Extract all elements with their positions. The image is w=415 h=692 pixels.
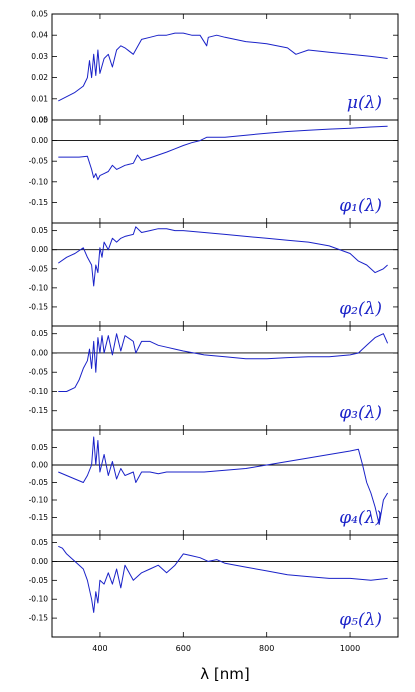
series-line-phi3	[58, 333, 389, 392]
panel-label: φ₅(λ)	[339, 610, 382, 630]
panel-label: μ(λ)	[347, 93, 382, 113]
y-tick-label: -0.05	[29, 576, 49, 585]
x-tick-label: 400	[92, 644, 107, 653]
series-line-mu	[58, 32, 388, 102]
y-tick-label: -0.15	[29, 302, 49, 311]
x-tick-label: 600	[176, 644, 191, 653]
y-tick-label: -0.05	[29, 157, 49, 166]
y-tick-label: 0.03	[31, 52, 48, 61]
x-axis-label: λ [nm]	[200, 665, 249, 683]
y-tick-label: 0.05	[31, 10, 48, 19]
y-tick-label: 0.02	[31, 73, 48, 82]
panel-label: φ₄(λ)	[339, 508, 382, 528]
panel-label: φ₂(λ)	[339, 299, 382, 319]
y-tick-label: 0.05	[31, 329, 48, 338]
y-tick-label: -0.10	[29, 387, 49, 396]
x-tick-label: 800	[259, 644, 274, 653]
y-tick-label: 0.00	[31, 116, 48, 125]
y-tick-label: -0.10	[29, 177, 49, 186]
panel-label: φ₃(λ)	[339, 403, 382, 423]
panel-label: φ₁(λ)	[339, 196, 382, 216]
y-tick-label: -0.10	[29, 283, 49, 292]
y-tick-label: 0.05	[31, 116, 48, 125]
y-tick-label: 0.05	[31, 226, 48, 235]
y-tick-label: 0.00	[31, 348, 48, 357]
x-tick-label: 1000	[340, 644, 360, 653]
y-tick-label: -0.15	[29, 198, 49, 207]
series-line-phi5	[58, 545, 388, 613]
y-tick-label: 0.00	[31, 461, 48, 470]
panel-frame	[51, 534, 399, 638]
y-tick-label: -0.05	[29, 478, 49, 487]
series-line-phi4	[58, 436, 389, 525]
y-tick-label: 0.01	[31, 94, 48, 103]
y-tick-label: 0.00	[31, 557, 48, 566]
y-tick-label: -0.10	[29, 595, 49, 604]
y-tick-label: -0.10	[29, 496, 49, 505]
series-line-phi1	[58, 125, 388, 181]
y-tick-label: 0.05	[31, 443, 48, 452]
y-tick-label: -0.05	[29, 264, 49, 273]
y-tick-label: -0.15	[29, 614, 49, 623]
y-tick-label: -0.15	[29, 513, 49, 522]
y-tick-label: -0.15	[29, 406, 49, 415]
y-tick-label: 0.05	[31, 538, 48, 547]
y-tick-label: 0.04	[31, 31, 48, 40]
series-line-phi2	[58, 226, 388, 287]
y-tick-label: 0.00	[31, 136, 48, 145]
y-tick-label: -0.05	[29, 368, 49, 377]
y-tick-label: 0.00	[31, 245, 48, 254]
